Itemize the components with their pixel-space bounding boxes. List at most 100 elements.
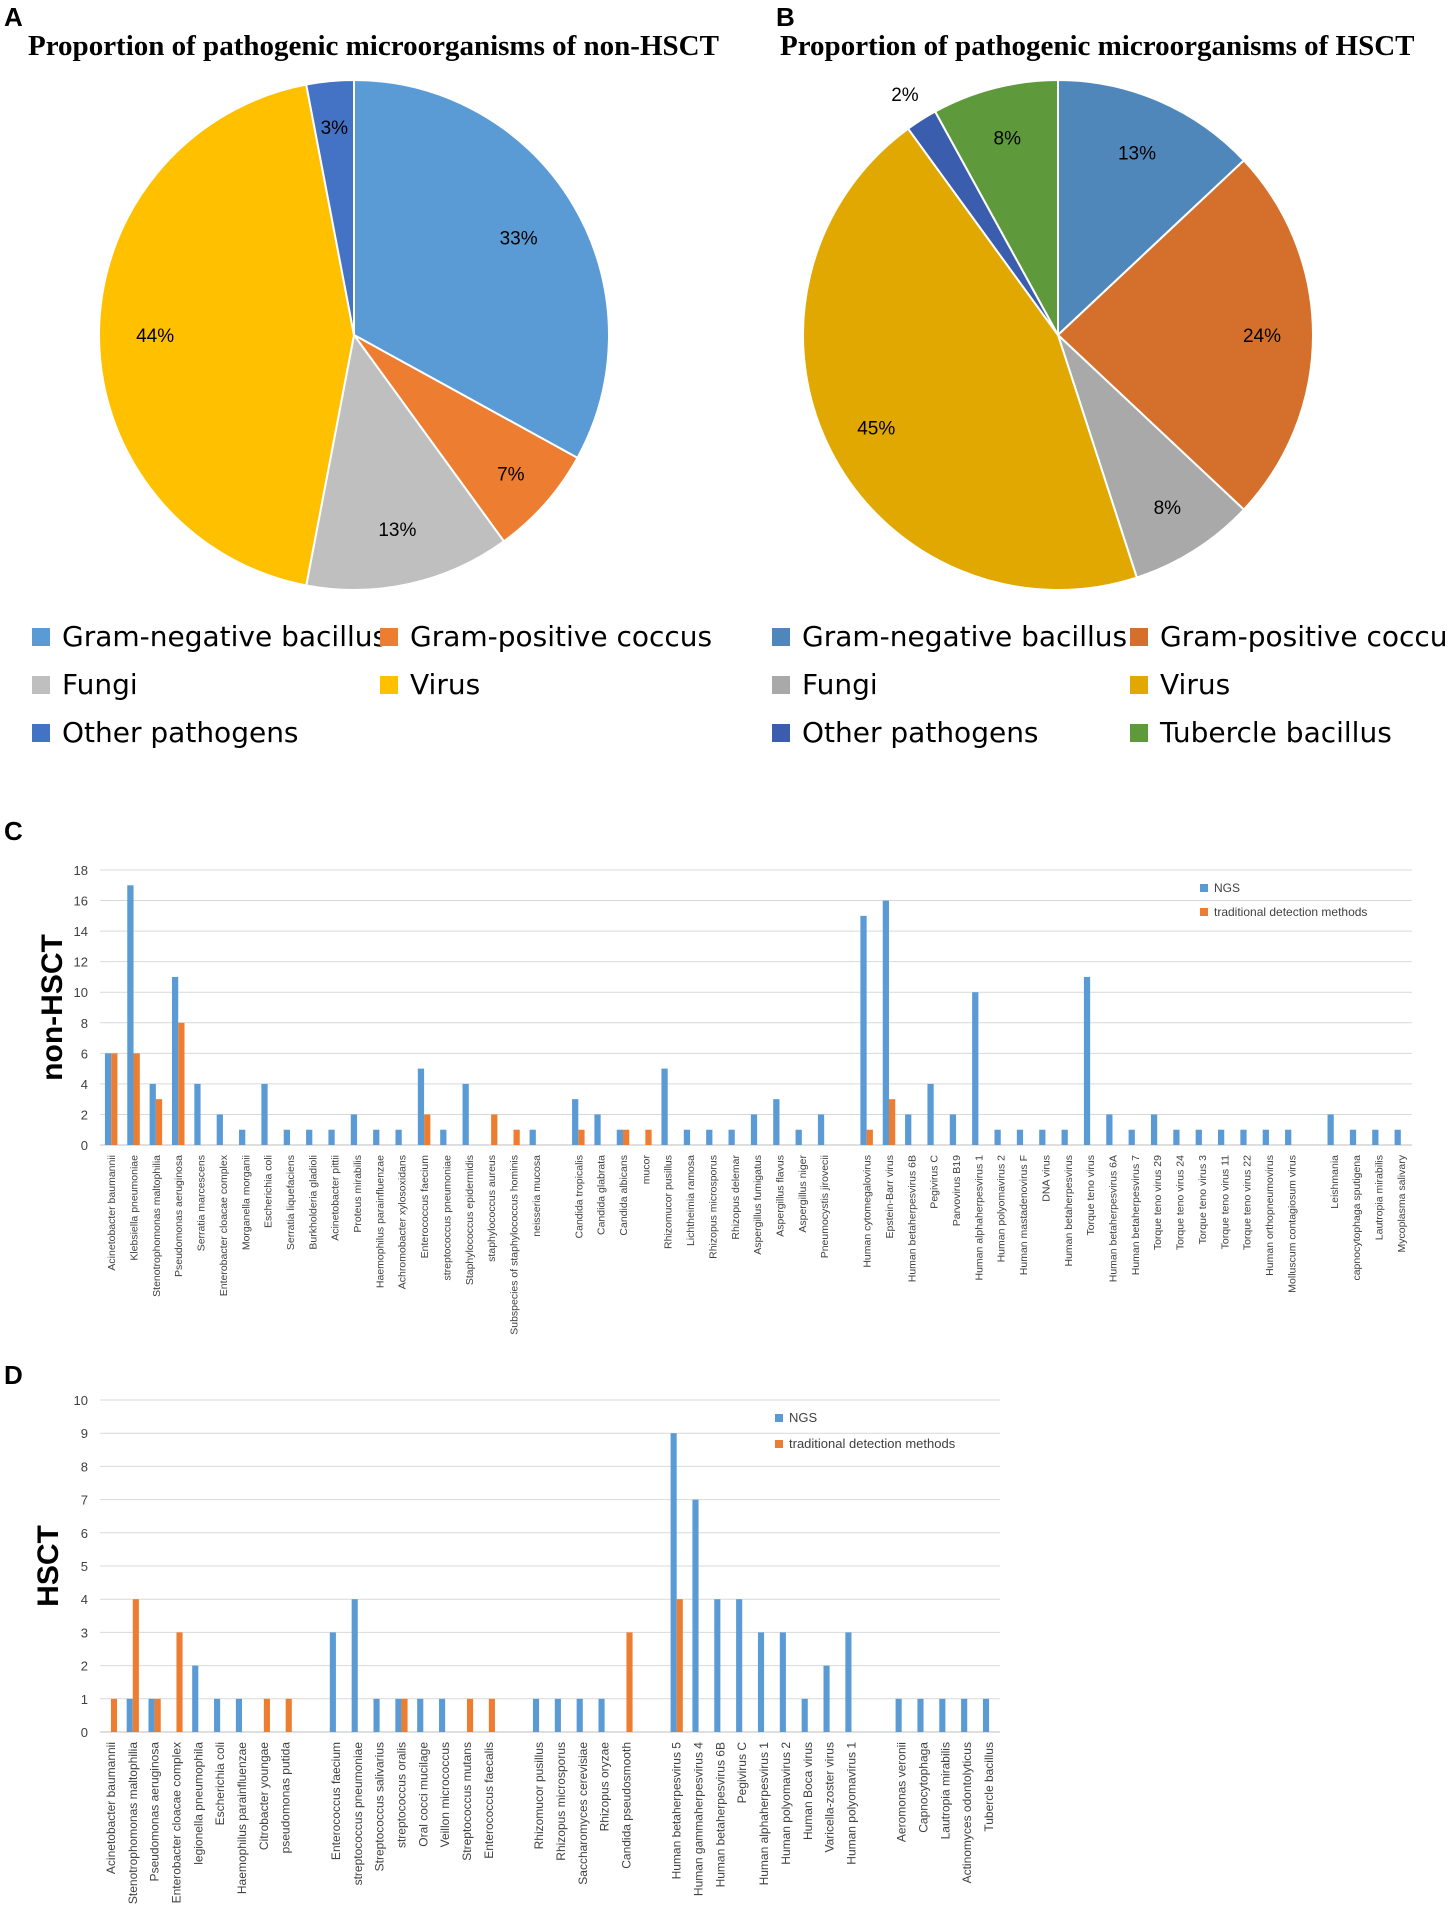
bar-ngs-human-cytomegalovirus: [860, 915, 867, 1145]
bar-traditional-staphylococcus-aureus: [491, 1114, 498, 1145]
legend-label: Virus: [1160, 668, 1231, 701]
x-tick-label: Candida albicans: [618, 1155, 630, 1236]
bar-ngs-torque-teno-virus-29: [1150, 1114, 1158, 1145]
bar-ngs-enterobacter-cloacae-complex: [216, 1114, 223, 1145]
x-tick-label: legionella pneumophila: [191, 1742, 205, 1865]
bar-traditional-enterococcus-faecalis: [488, 1698, 495, 1732]
legend-swatch-ngs: [775, 1414, 783, 1422]
x-tick-label: Pseudomonas aeruginosa: [173, 1155, 185, 1277]
bar-ngs-tubercle-bacillus: [982, 1698, 990, 1732]
x-tick-label: Streptococcus mutans: [460, 1742, 474, 1861]
legend-item-gram-negative-bacillus: Gram-negative bacillus: [772, 620, 1127, 653]
y-tick-label: 4: [81, 1592, 88, 1607]
legend-label-traditional-detection-methods: traditional detection methods: [789, 1436, 956, 1451]
pie-slice-gram-positive-coccus: [353, 334, 579, 543]
legend-swatch: [1130, 675, 1148, 694]
bar-traditional-acinetobacter-baumannii: [110, 1698, 118, 1732]
x-tick-label: streptococcus oralis: [394, 1742, 408, 1848]
x-tick-label: Human betaherpesvirus 6B: [906, 1155, 918, 1282]
x-tick-label: Enterobacter cloacae complex: [169, 1742, 183, 1903]
pie-slice-gram-negative-bacillus: [1057, 78, 1246, 338]
x-tick-label: Escherichia coli: [213, 1742, 227, 1825]
bar-ngs-capnocytophaga: [917, 1698, 924, 1732]
bar-ngs-veillon-micrococcus: [439, 1698, 446, 1732]
panel-letter-c: C: [4, 816, 23, 846]
bar-ngs-lautropia-mirabilis: [939, 1698, 946, 1732]
x-tick-label: Candida tropicalis: [573, 1155, 585, 1238]
bar-ngs-human-betaherpesvirus-5: [670, 1433, 677, 1732]
bar-ngs-human-gammaherpesvirus-4: [692, 1499, 699, 1732]
pie-label-tubercle-bacillus: 8%: [994, 128, 1022, 149]
bar-ngs-human-polyomavirus-1: [845, 1632, 852, 1732]
bar-ngs-rhizopus-delemar: [728, 1129, 735, 1145]
x-tick-label: Human betaherpesvirus 5: [670, 1742, 684, 1880]
x-tick-label: staphylococcus aureus: [486, 1155, 498, 1262]
y-tick-label: 16: [74, 894, 88, 909]
bar-ngs-human-orthopneumovirus: [1262, 1129, 1269, 1145]
x-tick-label: Torque teno virus 22: [1242, 1155, 1254, 1250]
bar-ngs-lautropia-mirabilis: [1372, 1129, 1379, 1145]
pie-slice-fungi: [305, 332, 506, 591]
bar-ngs-molluscum-contagiosum-virus: [1285, 1129, 1292, 1145]
legend-label: Gram-positive coccus: [410, 620, 713, 653]
pie-slice-other-pathogens: [305, 78, 355, 336]
pie-label-gram-negative-bacillus: 13%: [1118, 143, 1156, 164]
x-tick-label: Torque teno virus 3: [1197, 1155, 1209, 1244]
pie-label-virus: 45%: [857, 419, 895, 440]
bar-ngs-stenotrophomonas-maltophilia: [149, 1083, 156, 1145]
x-tick-label: Lautropia mirabilis: [1373, 1155, 1385, 1240]
bar-ngs-torque-teno-virus-24: [1173, 1129, 1180, 1145]
pie-label-gram-negative-bacillus: 33%: [500, 229, 538, 250]
pie-label-other-pathogens: 2%: [891, 85, 919, 106]
x-tick-label: Aspergillus fumigatus: [752, 1155, 764, 1255]
bar-ngs-actinomyces-odontolyticus: [961, 1698, 968, 1732]
x-tick-label: Aspergillus flavus: [774, 1155, 786, 1237]
x-tick-label: Rhizopus delemar: [730, 1155, 742, 1240]
bar-ngs-human-alphaherpesvirus-1: [757, 1632, 765, 1732]
legend-item-fungi: Fungi: [772, 668, 878, 701]
bar-ngs-human-betaherpesvirus-7: [1128, 1129, 1135, 1145]
bar-ngs-capnocytophaga-sputigena: [1349, 1129, 1357, 1145]
bar-ngs-burkholderia-gladioli: [306, 1129, 313, 1145]
pie-slice-virus: [802, 127, 1139, 591]
pie-b-legend: Gram-negative bacillus Gram-positive cocc…: [724, 620, 1448, 800]
legend-swatch-ngs: [1200, 884, 1208, 892]
bar-ngs-aspergillus-niger: [795, 1129, 802, 1145]
y-tick-label: 12: [74, 955, 88, 970]
legend-label: Gram-negative bacillus: [62, 620, 388, 653]
legend-item-gram-negative-bacillus: Gram-negative bacillus: [32, 620, 387, 653]
legend-label-traditional-detection-methods: traditional detection methods: [1214, 905, 1367, 919]
x-tick-label: Torque teno virus 29: [1152, 1155, 1164, 1250]
bar-ngs-rhizopus-oryzae: [598, 1698, 605, 1732]
bar-ngs-achromobacter-xylosoxidans: [395, 1129, 402, 1145]
legend-swatch: [380, 627, 398, 646]
x-tick-label: Human betaherpesvirus 6B: [713, 1742, 727, 1887]
x-tick-label: Human cytomegalovirus: [862, 1155, 874, 1268]
bar-ngs-klebsiella-pneumoniae: [127, 885, 134, 1145]
bar-chart-c: 0 2 4 6 8 10 12 14 16 18 non-HSCT Acinetobacter bau…: [36, 863, 1412, 1335]
bar-ngs-enterococcus-faecium: [417, 1068, 425, 1145]
bar-ngs-candida-albicans: [616, 1129, 624, 1145]
bar-ngs-stenotrophomonas-maltophilia: [126, 1698, 133, 1732]
bar-ngs-pneumocystis-jirovecii: [817, 1114, 825, 1145]
pie-slice-gram-positive-coccus: [1056, 159, 1314, 511]
x-tick-label: Pegivirus C: [735, 1742, 749, 1804]
x-tick-label: Stenotrophomonas maltophilia: [151, 1155, 163, 1297]
legend-swatch-traditional-detection-methods: [1200, 908, 1208, 916]
y-tick-label: 0: [81, 1138, 88, 1153]
bar-traditional-stenotrophomonas-maltophilia: [132, 1599, 139, 1732]
x-tick-label: Pneumocystis jirovecii: [819, 1155, 831, 1258]
x-tick-label: Rhizopus oryzae: [598, 1742, 612, 1832]
x-tick-label: Rhizomucor pusillus: [663, 1155, 675, 1249]
bar-traditional-epstein-barr-virus: [888, 1099, 896, 1145]
bar-ngs-human-boca-virus: [801, 1698, 808, 1732]
x-tick-label: Candida pseudosmooth: [619, 1742, 633, 1869]
legend-swatch: [772, 675, 790, 694]
y-tick-label: 8: [81, 1459, 88, 1474]
pie-slice-tubercle-bacillus: [933, 78, 1059, 336]
x-tick-label: Human orthopneumovirus: [1264, 1155, 1276, 1276]
bar-traditional-enterococcus-faecium: [424, 1114, 431, 1145]
legend-swatch: [32, 723, 50, 742]
legend-swatch: [1130, 723, 1148, 742]
bar-traditional-streptococcus-oralis: [401, 1698, 408, 1732]
